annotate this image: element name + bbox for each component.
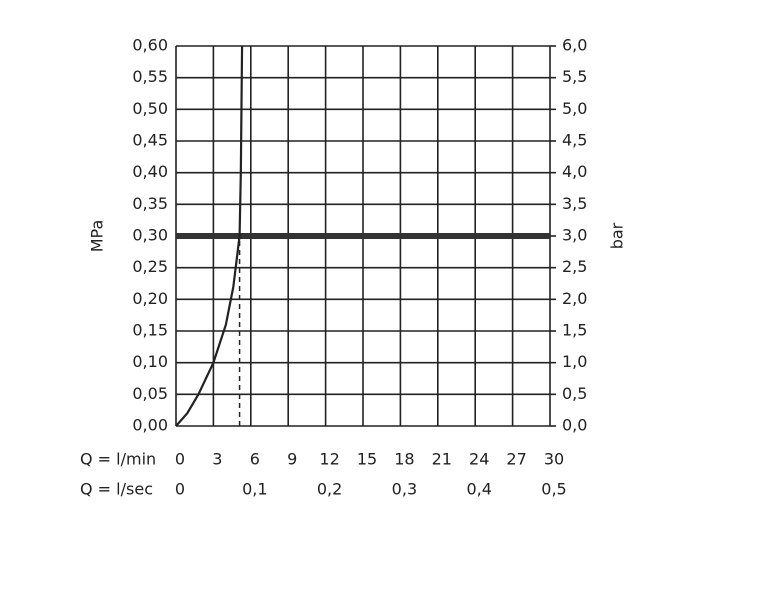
y-tick-label: 0,05 xyxy=(132,384,168,403)
y2-tick-label: 6,0 xyxy=(562,36,587,55)
x2-row-label: Q = l/sec xyxy=(80,480,153,499)
y-tick-label: 0,60 xyxy=(132,36,168,55)
y-tick-label: 0,35 xyxy=(132,194,168,213)
x-tick-label: 21 xyxy=(432,450,452,469)
y2-tick-label: 1,0 xyxy=(562,352,587,371)
y-tick-label: 0,20 xyxy=(132,289,168,308)
x-tick-label: 24 xyxy=(469,450,489,469)
x2-tick-label: 0,5 xyxy=(541,480,566,499)
y2-tick-label: 3,0 xyxy=(562,226,587,245)
y-tick-label: 0,45 xyxy=(132,131,168,150)
y2-tick-label: 3,5 xyxy=(562,194,587,213)
y-tick-label: 0,15 xyxy=(132,321,168,340)
y2-tick-label: 0,0 xyxy=(562,416,587,435)
x-tick-label: 30 xyxy=(544,450,564,469)
x2-tick-label: 0,2 xyxy=(317,480,342,499)
y2-tick-label: 5,5 xyxy=(562,67,587,86)
y2-tick-label: 1,5 xyxy=(562,321,587,340)
x2-tick-label: 0,1 xyxy=(242,480,267,499)
x2-tick-label: 0 xyxy=(175,480,185,499)
x-row-label: Q = l/min xyxy=(80,450,156,469)
x-tick-label: 3 xyxy=(212,450,222,469)
x-tick-label: 27 xyxy=(506,450,526,469)
y2-tick-label: 2,0 xyxy=(562,289,587,308)
y2-tick-label: 0,5 xyxy=(562,384,587,403)
y-axis-label: MPa xyxy=(88,220,107,253)
y-tick-label: 0,50 xyxy=(132,99,168,118)
y2-axis-label: bar xyxy=(608,222,627,249)
y2-tick-label: 4,0 xyxy=(562,162,587,181)
x-tick-label: 18 xyxy=(394,450,414,469)
y2-tick-label: 4,5 xyxy=(562,131,587,150)
x-tick-label: 9 xyxy=(287,450,297,469)
x-tick-label: 6 xyxy=(250,450,260,469)
x-tick-label: 12 xyxy=(319,450,339,469)
x2-tick-label: 0,3 xyxy=(392,480,417,499)
y2-tick-label: 2,5 xyxy=(562,257,587,276)
y2-tick-label: 5,0 xyxy=(562,99,587,118)
y-tick-label: 0,25 xyxy=(132,257,168,276)
y-tick-label: 0,55 xyxy=(132,67,168,86)
y-tick-label: 0,00 xyxy=(132,416,168,435)
x-tick-label: 0 xyxy=(175,450,185,469)
x2-tick-label: 0,4 xyxy=(466,480,491,499)
x-tick-label: 15 xyxy=(357,450,377,469)
y-tick-label: 0,40 xyxy=(132,162,168,181)
y-tick-label: 0,30 xyxy=(132,226,168,245)
data-line xyxy=(175,45,244,427)
y-tick-label: 0,10 xyxy=(132,352,168,371)
